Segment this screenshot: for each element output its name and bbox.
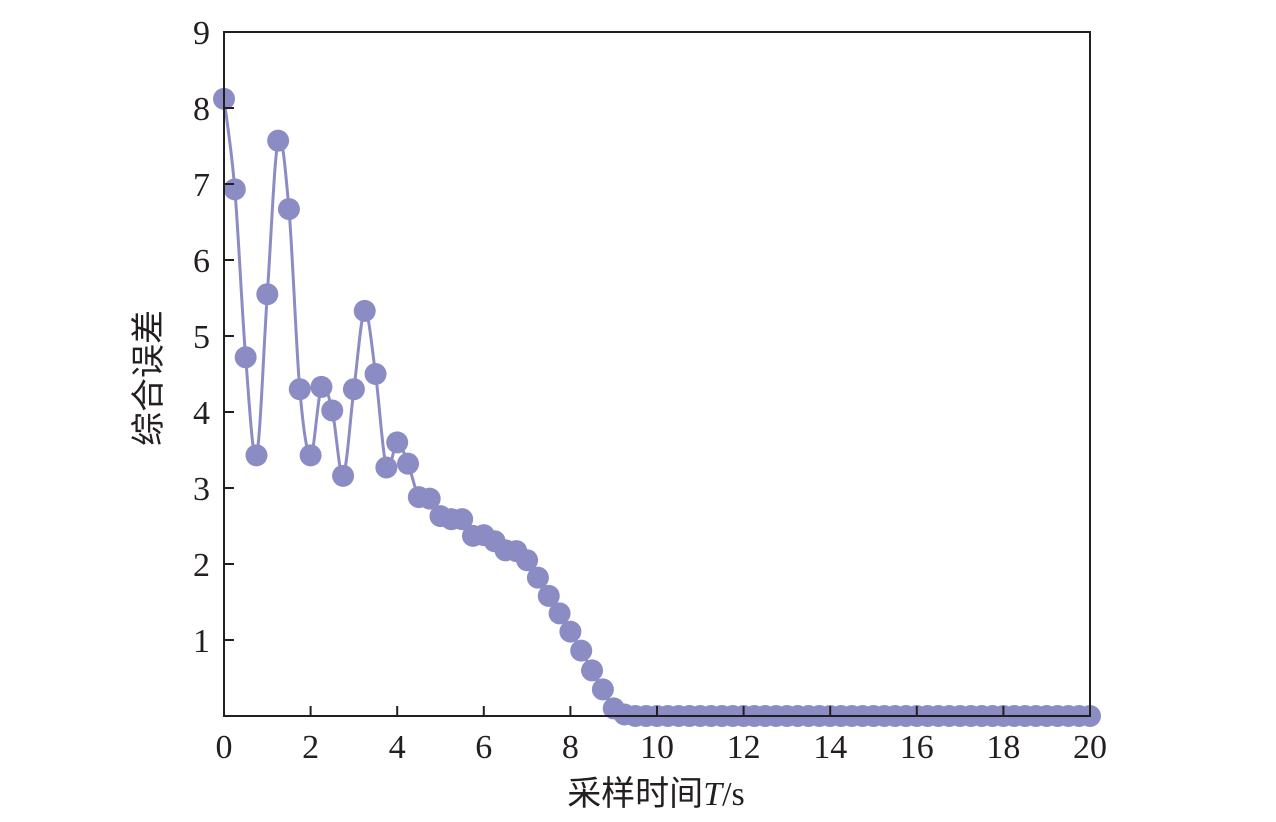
data-point [451, 508, 474, 531]
x-axis-label: 采样时间T/s [567, 775, 745, 813]
data-point [526, 566, 549, 589]
data-point [310, 375, 333, 398]
x-axis-label-var: T [703, 776, 724, 813]
data-point [299, 444, 322, 467]
data-point [321, 399, 344, 422]
data-point [581, 659, 604, 682]
y-tick-label: 5 [193, 319, 210, 356]
data-point [418, 487, 441, 510]
series-line [222, 98, 1090, 718]
x-tick-label: 10 [640, 729, 674, 766]
x-tick-label: 0 [216, 729, 233, 766]
data-point [277, 198, 300, 221]
y-tick-label: 6 [193, 243, 210, 280]
data-point [267, 129, 290, 152]
x-tick-label: 16 [900, 729, 934, 766]
x-axis-label-unit: /s [722, 776, 745, 813]
data-point [591, 678, 614, 701]
y-tick-label: 7 [193, 167, 210, 204]
data-point [364, 363, 387, 385]
x-tick-label: 6 [475, 729, 492, 766]
x-tick-label: 12 [727, 729, 761, 766]
data-point [223, 178, 246, 201]
plot-frame [223, 31, 1091, 717]
x-tick-label: 8 [562, 729, 579, 766]
series-points-layer [213, 87, 1101, 727]
y-tick-label: 4 [193, 395, 210, 432]
y-tick-label: 1 [193, 623, 210, 660]
data-point [559, 620, 582, 643]
data-point [353, 299, 376, 322]
y-tick-label: 3 [193, 471, 210, 508]
x-tick-label: 18 [986, 729, 1020, 766]
data-point [256, 283, 279, 306]
data-point [288, 378, 311, 401]
x-tick-label: 4 [389, 729, 406, 766]
data-point [516, 549, 539, 572]
x-tick-label: 20 [1073, 729, 1107, 766]
data-point [386, 431, 409, 454]
series-line-layer [222, 98, 1090, 718]
y-tick-label: 9 [193, 15, 210, 52]
data-point [397, 452, 420, 475]
data-point [570, 639, 593, 662]
data-point [245, 444, 268, 467]
data-point [332, 464, 355, 487]
data-point [548, 602, 571, 625]
y-axis-label: 综合误差 [130, 310, 168, 446]
x-tick-label: 14 [813, 729, 847, 766]
y-tick-label: 8 [193, 91, 210, 128]
data-point [537, 584, 560, 607]
data-point [234, 346, 257, 369]
y-tick-label: 2 [193, 547, 210, 584]
x-axis-label-text: 采样时间 [567, 775, 703, 813]
x-tick-label: 2 [302, 729, 319, 766]
data-point [342, 378, 365, 401]
data-point [375, 456, 398, 479]
